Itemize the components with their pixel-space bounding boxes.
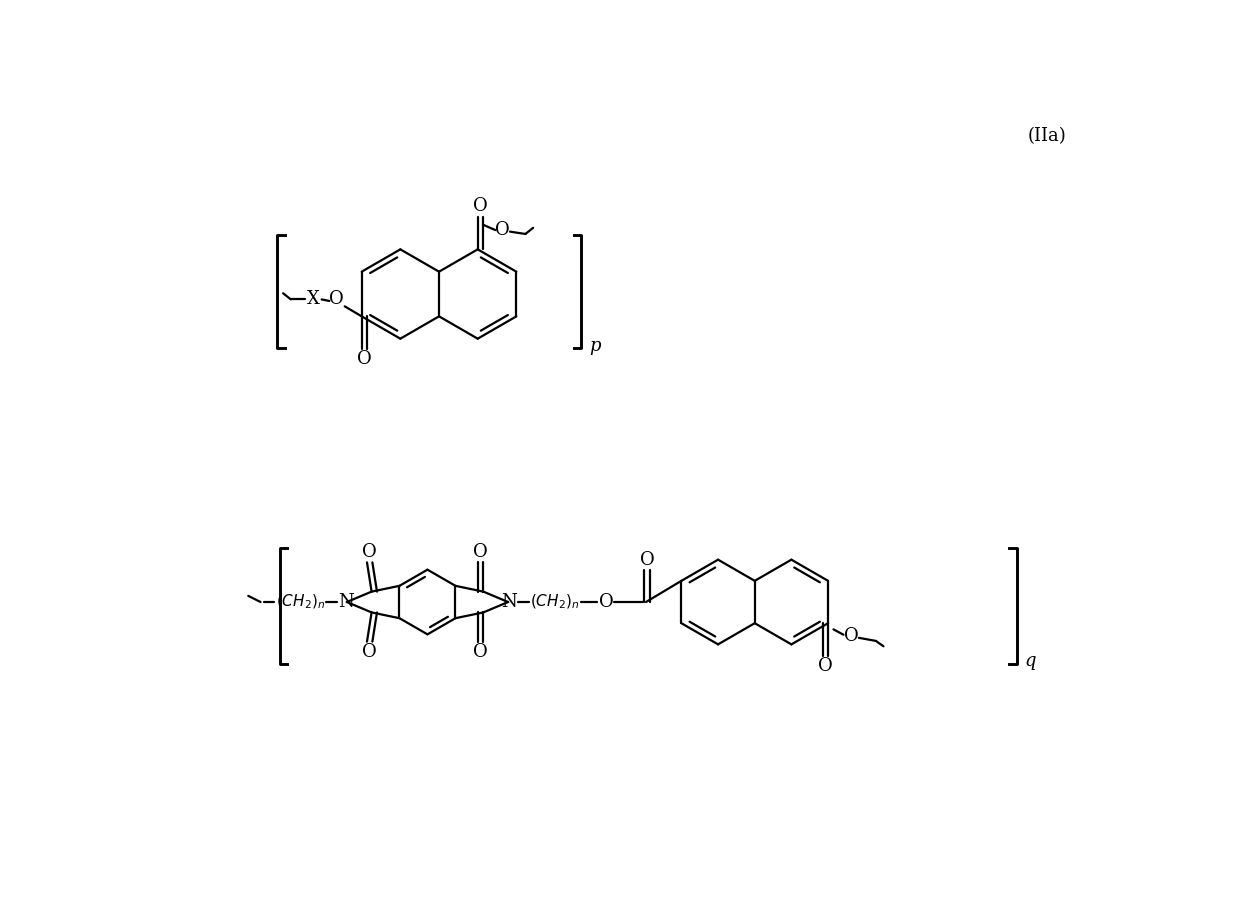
Text: O: O bbox=[362, 642, 377, 661]
Text: O: O bbox=[598, 593, 613, 611]
Text: N: N bbox=[338, 593, 354, 611]
Text: O: O bbox=[844, 628, 859, 645]
Text: X: X bbox=[307, 291, 320, 308]
Text: q: q bbox=[1025, 653, 1036, 670]
Text: O: O bbox=[473, 642, 488, 661]
Text: O: O bbox=[328, 290, 343, 307]
Text: O: O bbox=[818, 657, 833, 676]
Text: O: O bbox=[494, 222, 509, 239]
Text: O: O bbox=[641, 551, 655, 569]
Text: O: O bbox=[362, 544, 377, 561]
Text: O: O bbox=[473, 544, 488, 561]
Text: (IIa): (IIa) bbox=[1028, 127, 1067, 145]
Text: p: p bbox=[590, 337, 601, 354]
Text: O: O bbox=[357, 351, 372, 368]
Text: $(CH_2)_n$: $(CH_2)_n$ bbox=[276, 593, 326, 611]
Text: O: O bbox=[473, 198, 488, 215]
Text: $(CH_2)_n$: $(CH_2)_n$ bbox=[529, 593, 579, 611]
Text: N: N bbox=[501, 593, 517, 611]
